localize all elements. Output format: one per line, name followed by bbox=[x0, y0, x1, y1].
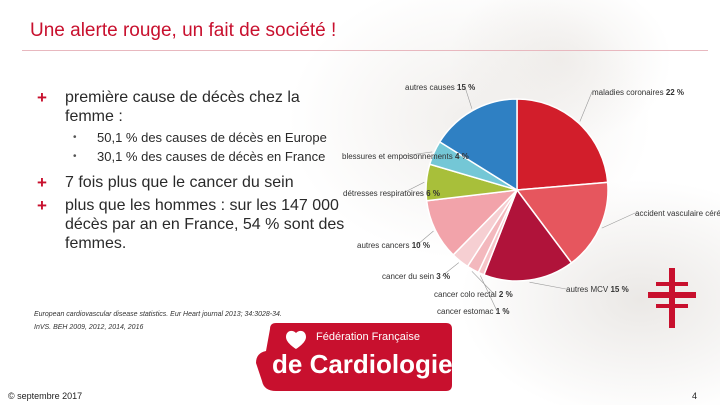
pie-label: autres causes 15 % bbox=[405, 83, 475, 92]
pie-slice-accident-vasculaire-cérébral bbox=[515, 181, 609, 264]
reference-line: InVS. BEH 2009, 2012, 2014, 2016 bbox=[34, 324, 144, 331]
pie-label: détresses respiratoires 6 % bbox=[343, 189, 440, 198]
red-cross-decoration-icon bbox=[648, 268, 696, 328]
slide-title: Une alerte rouge, un fait de société ! bbox=[30, 20, 337, 41]
pie-leader-line bbox=[579, 91, 593, 122]
pie-leader-line bbox=[416, 230, 434, 246]
reference-line: European cardiovascular disease statisti… bbox=[34, 311, 282, 318]
logo-line-1: Fédération Française bbox=[316, 331, 420, 343]
page-number: 4 bbox=[692, 391, 698, 401]
pie-leader-line bbox=[402, 181, 425, 194]
footer-copyright: © septembre 2017 bbox=[8, 391, 83, 401]
pie-slice-autres-causes bbox=[438, 98, 518, 192]
references: European cardiovascular disease statisti… bbox=[34, 308, 282, 334]
pie-slice-autres-MCV bbox=[482, 188, 573, 282]
sub-bullet-text: 50,1 % des causes de décès en Europe bbox=[97, 130, 327, 145]
ffc-logo: Fédération Française de Cardiologie bbox=[256, 323, 453, 391]
bullet-item: + plus que les hommes : sur les 147 000 … bbox=[37, 196, 347, 253]
title-divider bbox=[22, 50, 708, 51]
bullet-item: + 7 fois plus que le cancer du sein bbox=[37, 173, 347, 192]
dot-bullet-icon: • bbox=[73, 151, 77, 162]
pie-leader-line bbox=[480, 275, 498, 312]
sub-bullet-item: • 50,1 % des causes de décès en Europe bbox=[73, 130, 347, 146]
bullet-list: + première cause de décès chez la femme … bbox=[37, 88, 347, 257]
bullet-item: + première cause de décès chez la femme … bbox=[37, 88, 347, 126]
bullet-text: 7 fois plus que le cancer du sein bbox=[65, 174, 294, 191]
plus-bullet-icon: + bbox=[37, 196, 47, 215]
bullet-text: première cause de décès chez la femme : bbox=[65, 89, 300, 125]
pie-label: blessures et empoisonnements 4 % bbox=[342, 152, 469, 161]
pie-label: autres cancers 10 % bbox=[357, 241, 430, 250]
sub-bullet-text: 30,1 % des causes de décès en France bbox=[97, 149, 326, 164]
pie-leader-line bbox=[601, 212, 636, 229]
pie-leader-line bbox=[441, 262, 459, 277]
pie-label: autres MCV 15 % bbox=[566, 285, 629, 294]
pie-leader-line bbox=[464, 86, 473, 109]
pie-leader-line bbox=[471, 271, 495, 295]
logo-background-icon bbox=[256, 323, 452, 391]
logo-line-2: de Cardiologie bbox=[272, 349, 453, 379]
pie-label: accident vasculaire cérébral 15 % bbox=[635, 209, 720, 218]
pie-slice-maladies-coronaires bbox=[516, 98, 609, 191]
pie-leader-line bbox=[529, 281, 567, 290]
plus-bullet-icon: + bbox=[37, 88, 47, 107]
pie-label: cancer du sein 3 % bbox=[382, 272, 450, 281]
dot-bullet-icon: • bbox=[73, 132, 77, 143]
pie-label: cancer colo rectal 2 % bbox=[434, 290, 513, 299]
pie-leader-line bbox=[401, 151, 433, 157]
sub-bullet-item: • 30,1 % des causes de décès en France bbox=[73, 149, 347, 165]
sub-bullet-list: • 50,1 % des causes de décès en Europe •… bbox=[73, 130, 347, 165]
pie-label: cancer estomac 1 % bbox=[437, 307, 510, 316]
pie-label: maladies coronaires 22 % bbox=[592, 88, 684, 97]
bullet-text: plus que les hommes : sur les 147 000 dé… bbox=[65, 197, 345, 252]
plus-bullet-icon: + bbox=[37, 173, 47, 192]
